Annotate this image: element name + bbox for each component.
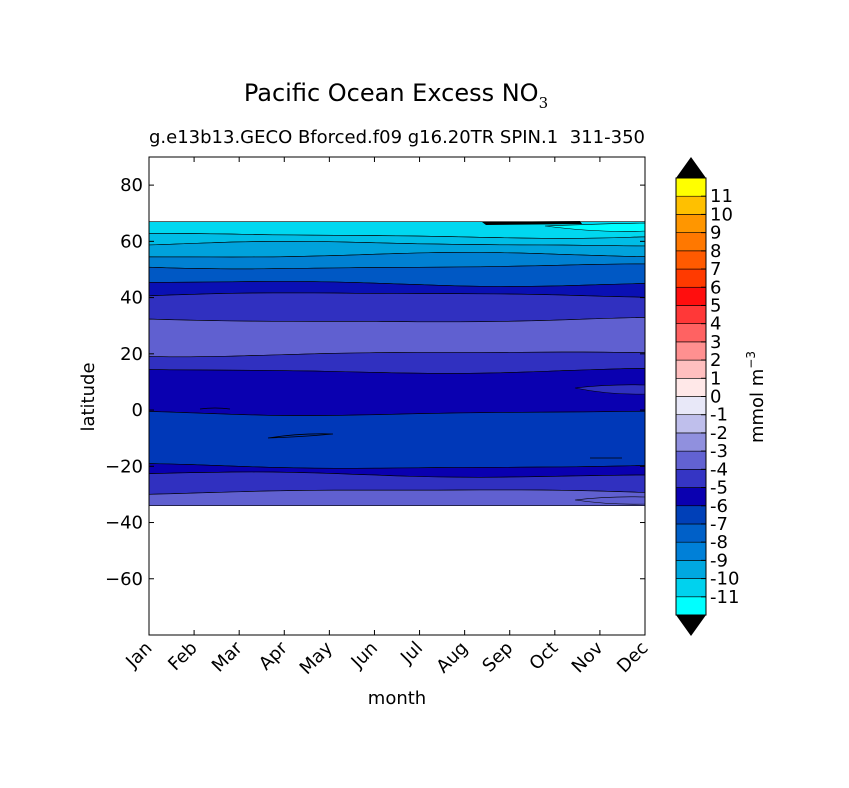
y-axis: 80 60 40 20 0 −20 −40 −60 <box>105 175 645 590</box>
colorbar-tick-label: -8 <box>710 532 728 553</box>
colorbar-tick-label: -4 <box>710 459 728 480</box>
y-tick-label: 60 <box>120 231 143 252</box>
colorbar-tick-label: -10 <box>710 569 739 590</box>
colorbar-segment <box>675 560 707 579</box>
x-tick-label: Aug <box>432 638 472 678</box>
contour-details <box>199 221 645 505</box>
colorbar-tick-label: -6 <box>710 496 728 517</box>
chart-subtitle-left: g.e13b13.GECO Bforced.f09 g16.20TR SPIN.… <box>149 127 558 148</box>
contour-line <box>267 433 334 439</box>
chart-title: Pacific Ocean Excess NO3 <box>244 79 548 112</box>
colorbar-tick-label: -11 <box>710 587 739 608</box>
x-tick-label: May <box>296 637 337 678</box>
contour-patch <box>574 384 645 395</box>
y-axis-label: latitude <box>78 362 99 431</box>
colorbar-extend-bottom <box>676 615 706 636</box>
contour-band <box>149 489 645 506</box>
x-tick-label: Jan <box>121 638 156 673</box>
x-tick-label: Nov <box>568 637 608 677</box>
y-tick-label: −60 <box>105 569 143 590</box>
colorbar-segment <box>675 396 707 416</box>
colorbar-segment <box>675 268 707 288</box>
colorbar-segment <box>675 596 707 616</box>
colorbar-tick-label: 3 <box>710 332 721 353</box>
colorbar-tick-label: 4 <box>710 314 721 335</box>
y-tick-label: 0 <box>132 400 143 421</box>
colorbar-tick-label: -5 <box>710 478 728 499</box>
colorbar-tick-label: 7 <box>710 259 721 280</box>
y-tick-label: −20 <box>105 456 143 477</box>
colorbar-segment <box>675 578 707 598</box>
colorbar-tick-label: 8 <box>710 241 721 262</box>
chart-title-subscript: 3 <box>539 94 549 112</box>
x-tick-label: Oct <box>525 638 562 675</box>
colorbar-segment <box>675 469 707 488</box>
colorbar-segment <box>675 232 707 252</box>
contour-fill <box>149 221 645 506</box>
colorbar-segment <box>675 323 707 343</box>
colorbar-tick-label: 6 <box>710 277 721 298</box>
x-axis-label: month <box>368 688 426 709</box>
contour-patch <box>574 496 645 505</box>
colorbar-tick-label: 2 <box>710 350 721 371</box>
y-tick-label: 40 <box>120 288 143 309</box>
contour-line <box>199 407 231 410</box>
contour-band <box>149 292 645 323</box>
colorbar-label-superscript: −3 <box>744 351 758 369</box>
colorbar-segment <box>675 505 707 525</box>
colorbar-segment <box>675 177 707 197</box>
colorbar-segment <box>675 305 707 324</box>
x-tick-label: Jul <box>396 638 427 669</box>
colorbar-extend-top <box>676 157 706 178</box>
colorbar-segment <box>675 541 707 561</box>
contour-band <box>149 410 645 469</box>
colorbar-segment <box>675 250 707 270</box>
plot-frame <box>148 156 646 636</box>
colorbar-tick-label: -7 <box>710 514 728 535</box>
y-tick-label: −40 <box>105 513 143 534</box>
x-tick-label: Jun <box>347 638 382 673</box>
colorbar-segment <box>675 414 707 434</box>
colorbar-tick-label: -1 <box>710 405 728 426</box>
x-tick-label: Feb <box>164 638 201 675</box>
colorbar-segment <box>675 286 707 306</box>
x-tick-label: Dec <box>613 638 652 677</box>
colorbar-segment <box>675 487 707 507</box>
x-tick-label: Sep <box>478 638 517 677</box>
colorbar-segment <box>675 195 707 215</box>
colorbar-tick-label: 11 <box>710 186 733 207</box>
colorbar-tick-label: 9 <box>710 223 721 244</box>
colorbar-segment <box>675 359 707 379</box>
y-tick-label: 20 <box>120 344 143 365</box>
contour-band <box>149 317 645 358</box>
colorbar-tick-label: -9 <box>710 550 728 571</box>
colorbar-segment <box>675 432 707 452</box>
colorbar-label: mmol m−3 <box>744 351 768 443</box>
colorbar-tick-label: 1 <box>710 368 721 389</box>
x-tick-label: Apr <box>255 637 292 674</box>
colorbar-tick-label: 10 <box>710 204 733 225</box>
colorbar-segment <box>675 377 707 397</box>
colorbar-segment <box>675 523 707 543</box>
colorbar-tick-label: -2 <box>710 423 728 444</box>
colorbar-tick-label: 5 <box>710 295 721 316</box>
y-tick-label: 80 <box>120 175 143 196</box>
chart-subtitle-right: 311-350 <box>570 127 645 148</box>
x-tick-label: Mar <box>208 637 247 676</box>
colorbar-segment <box>675 214 707 233</box>
colorbar-segment <box>675 341 707 361</box>
contour-patch <box>544 222 645 232</box>
colorbar-tick-label: 0 <box>710 387 721 408</box>
contour-patch <box>482 221 582 225</box>
colorbar-tick-label: -3 <box>710 441 728 462</box>
colorbar-segment <box>675 450 707 470</box>
